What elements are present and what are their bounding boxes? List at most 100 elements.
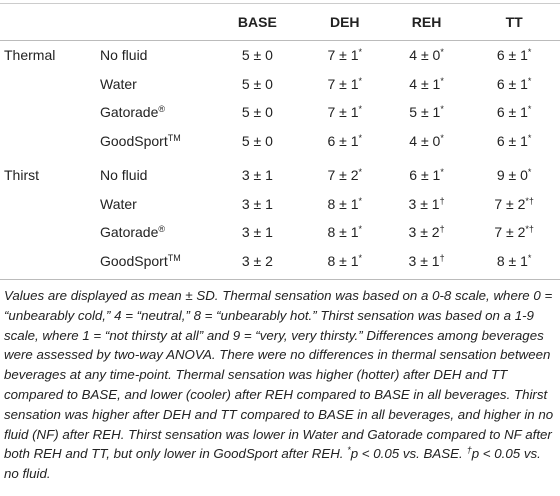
superscript: ®	[158, 104, 166, 115]
text: 3 ± 1	[408, 252, 440, 269]
superscript: *	[527, 104, 532, 115]
group-cell	[0, 98, 100, 127]
superscript: *	[358, 47, 363, 58]
superscript: *	[527, 167, 532, 178]
value-cell: 3 ± 2†	[385, 218, 469, 247]
value-cell: 8 ± 1*	[305, 218, 385, 247]
superscript: *	[358, 132, 363, 143]
text: 6 ± 1	[409, 167, 441, 184]
value-cell: 7 ± 2*†	[468, 218, 560, 247]
text: GoodSport	[100, 252, 168, 269]
footnote-text: Values are displayed as mean ± SD. Therm…	[4, 288, 554, 462]
superscript: *	[358, 224, 363, 235]
column-header: BASE	[210, 3, 305, 41]
beverage-cell: No fluid	[100, 155, 210, 190]
text: 8 ± 1	[496, 252, 528, 269]
superscript: *	[440, 47, 444, 58]
superscript: †	[439, 195, 445, 206]
text: 5 ± 1	[409, 104, 441, 121]
text: Gatorade	[100, 104, 159, 121]
text: 4 ± 0	[409, 47, 441, 64]
group-cell: Thirst	[0, 155, 100, 190]
group-label: Thirst	[4, 167, 39, 184]
value-cell: 6 ± 1*	[305, 127, 385, 156]
superscript: *	[358, 252, 363, 263]
superscript: *	[440, 75, 444, 86]
value-cell: 6 ± 1*	[468, 98, 560, 127]
group-label: Thermal	[4, 47, 56, 64]
superscript: *	[440, 104, 444, 115]
value-cell: 7 ± 2*	[305, 155, 385, 190]
group-cell	[0, 246, 100, 280]
superscript: *	[527, 252, 532, 263]
value-cell: 5 ± 0	[210, 70, 305, 99]
beverage-cell: Gatorade®	[100, 218, 210, 247]
text: 7 ± 1	[327, 75, 359, 92]
text: 5 ± 0	[241, 132, 273, 149]
superscript: †	[466, 445, 472, 456]
text: 7 ± 1	[327, 104, 359, 121]
superscript: †	[439, 224, 445, 235]
beverage-cell: GoodSportTM	[100, 246, 210, 280]
text: 3 ± 1	[241, 167, 273, 184]
text: GoodSport	[100, 132, 168, 149]
value-cell: 5 ± 1*	[385, 98, 469, 127]
text: 6 ± 1	[496, 47, 528, 64]
group-cell: Thermal	[0, 41, 100, 70]
text: 7 ± 1	[327, 47, 359, 64]
text: 4 ± 0	[409, 132, 441, 149]
column-header: TT	[468, 3, 560, 41]
superscript: *	[358, 75, 363, 86]
text: Water	[100, 75, 137, 92]
superscript: *	[358, 167, 363, 178]
column-header: REH	[384, 3, 469, 41]
text: p < 0.05 vs. BASE.	[350, 446, 463, 462]
superscript: TM	[167, 252, 181, 263]
text: Gatorade	[100, 224, 159, 241]
superscript: *	[527, 47, 532, 58]
value-cell: 3 ± 1†	[385, 190, 469, 219]
value-cell: 4 ± 0*	[385, 41, 469, 70]
text: 8 ± 1	[327, 195, 359, 212]
superscript: †	[439, 252, 445, 263]
significance-note: †p < 0.05 vs. no fluid.	[4, 446, 541, 481]
superscript: *	[527, 75, 532, 86]
text: 3 ± 1	[241, 224, 273, 241]
text: 7 ± 2	[494, 195, 526, 212]
header-row: BASE DEH REH TT	[0, 3, 560, 41]
value-cell: 4 ± 1*	[385, 70, 469, 99]
text: 3 ± 1	[241, 195, 273, 212]
value-cell: 8 ± 1*	[304, 246, 385, 280]
header-blank	[0, 3, 100, 41]
value-cell: 5 ± 0	[210, 127, 305, 156]
text: 5 ± 0	[241, 47, 273, 64]
group-cell	[0, 70, 100, 99]
significance-note: *p < 0.05 vs. BASE.	[347, 446, 463, 462]
beverage-cell: Gatorade®	[100, 98, 210, 127]
superscript: TM	[167, 132, 181, 143]
text: 8 ± 1	[327, 224, 359, 241]
footnote: Values are displayed as mean ± SD. Therm…	[0, 280, 560, 484]
superscript: *†	[525, 224, 534, 235]
beverage-cell: No fluid	[100, 41, 210, 70]
value-cell: 7 ± 1*	[305, 70, 385, 99]
group-cell	[0, 218, 100, 247]
superscript: *†	[525, 195, 534, 206]
superscript: *	[358, 104, 363, 115]
superscript: *	[527, 132, 532, 143]
beverage-cell: GoodSportTM	[100, 127, 210, 156]
text: 8 ± 1	[327, 252, 359, 269]
text: 9 ± 0	[496, 167, 528, 184]
value-cell: 7 ± 2*†	[468, 190, 560, 219]
text: p < 0.05 vs. no fluid.	[4, 446, 541, 482]
text: 3 ± 2	[408, 224, 440, 241]
text: 7 ± 2	[494, 224, 526, 241]
